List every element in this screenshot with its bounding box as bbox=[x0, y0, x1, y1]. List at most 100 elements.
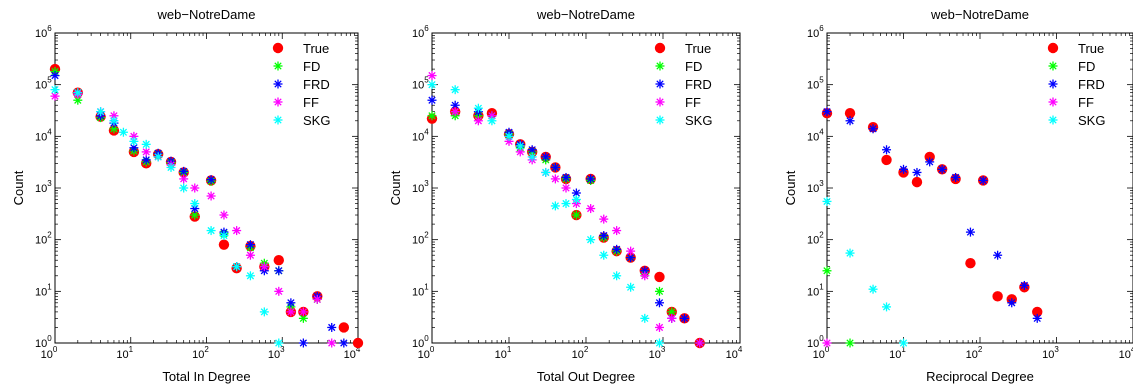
data-point-skg bbox=[899, 338, 908, 348]
legend: True FD FRD FF SKG bbox=[1047, 41, 1105, 128]
data-point-frd bbox=[679, 313, 689, 323]
data-point-ff bbox=[219, 210, 229, 220]
data-point-frd bbox=[1019, 280, 1029, 290]
data-point-ff bbox=[286, 307, 296, 317]
data-point-skg bbox=[427, 80, 437, 90]
data-point-ff bbox=[586, 204, 596, 214]
legend-label-skg: SKG bbox=[303, 113, 330, 128]
x-tick-label: 102 bbox=[966, 345, 983, 361]
legend-marker-skg bbox=[655, 115, 665, 125]
data-point-true bbox=[965, 258, 976, 269]
series-ff bbox=[427, 71, 705, 348]
data-point-frd bbox=[339, 338, 349, 348]
legend-marker-ff bbox=[655, 97, 665, 107]
y-tick-label: 106 bbox=[807, 24, 824, 40]
data-point-fd bbox=[822, 266, 832, 276]
y-tick-label: 102 bbox=[807, 231, 824, 247]
data-point-frd bbox=[612, 244, 622, 254]
data-point-skg bbox=[845, 248, 855, 258]
data-point-frd bbox=[599, 231, 609, 241]
data-point-skg bbox=[450, 85, 460, 95]
legend-marker-fd bbox=[273, 61, 283, 71]
series-ff bbox=[822, 338, 832, 348]
data-point-skg bbox=[73, 88, 83, 98]
data-point-skg bbox=[822, 196, 832, 206]
data-point-skg bbox=[527, 152, 537, 162]
chart-panel-2: 100 101 102 103 104 100 101 102 103 104 105 106 web−… bbox=[388, 7, 743, 384]
data-point-frd bbox=[286, 298, 296, 308]
markers-layer bbox=[821, 107, 1043, 348]
legend-label-frd: FRD bbox=[1078, 77, 1105, 92]
data-point-skg bbox=[612, 271, 622, 281]
data-point-skg bbox=[586, 235, 596, 245]
legend: True FD FRD FF SKG bbox=[654, 41, 712, 128]
data-point-frd bbox=[50, 71, 60, 81]
data-point-skg bbox=[504, 131, 514, 141]
data-point-frd bbox=[654, 298, 664, 308]
legend-marker-true bbox=[1047, 42, 1059, 54]
data-point-frd bbox=[925, 157, 935, 167]
data-point-true bbox=[273, 255, 284, 266]
data-point-skg bbox=[232, 262, 242, 272]
data-point-frd bbox=[626, 253, 636, 263]
x-tick-label: 102 bbox=[572, 345, 589, 361]
y-tick-label: 104 bbox=[807, 127, 824, 143]
x-tick-label: 104 bbox=[344, 345, 361, 361]
legend: True FD FRD FF SKG bbox=[272, 41, 330, 128]
y-tick-label: 101 bbox=[412, 282, 429, 298]
legend-label-frd: FRD bbox=[303, 77, 330, 92]
x-tick-label: 103 bbox=[268, 345, 285, 361]
data-point-skg bbox=[96, 107, 106, 117]
data-point-frd bbox=[937, 164, 947, 174]
series-fd bbox=[822, 266, 855, 348]
legend-label-true: True bbox=[1078, 41, 1104, 56]
data-point-ff bbox=[612, 226, 622, 236]
data-point-ff bbox=[327, 338, 337, 348]
data-point-true bbox=[352, 337, 364, 349]
series-skg bbox=[50, 85, 284, 348]
y-tick-label: 103 bbox=[35, 179, 52, 195]
data-point-frd bbox=[561, 172, 571, 182]
data-point-ff bbox=[141, 147, 151, 157]
data-point-frd bbox=[179, 166, 189, 176]
data-point-skg bbox=[206, 226, 216, 236]
data-point-skg bbox=[179, 183, 189, 193]
data-point-ff bbox=[190, 183, 200, 193]
data-point-skg bbox=[274, 338, 284, 348]
data-point-skg bbox=[640, 313, 650, 323]
data-point-skg bbox=[654, 338, 664, 348]
data-point-fd bbox=[571, 210, 581, 220]
data-point-ff bbox=[274, 286, 284, 296]
y-tick-label: 100 bbox=[807, 334, 824, 350]
legend-label-frd: FRD bbox=[685, 77, 712, 92]
data-point-true bbox=[654, 271, 665, 283]
data-point-skg bbox=[550, 201, 560, 211]
data-point-frd bbox=[541, 152, 551, 162]
data-point-skg bbox=[118, 127, 128, 137]
legend-marker-fd bbox=[655, 61, 665, 71]
data-point-ff bbox=[259, 262, 269, 272]
y-axis-label: Count bbox=[388, 170, 403, 205]
y-tick-label: 100 bbox=[412, 334, 429, 350]
series-skg bbox=[822, 196, 908, 348]
data-point-ff bbox=[427, 71, 437, 81]
data-point-true bbox=[218, 239, 230, 250]
legend-label-fd: FD bbox=[685, 59, 702, 74]
y-tick-label: 103 bbox=[807, 179, 824, 195]
series-frd bbox=[822, 107, 1042, 323]
data-point-skg bbox=[599, 250, 609, 260]
data-point-frd bbox=[1007, 298, 1017, 308]
data-point-true bbox=[1032, 306, 1043, 318]
series-true bbox=[426, 106, 705, 349]
data-point-frd bbox=[298, 338, 308, 348]
data-point-frd bbox=[899, 164, 908, 174]
data-point-ff bbox=[695, 338, 705, 348]
data-point-frd bbox=[327, 322, 337, 332]
y-tick-label: 106 bbox=[412, 24, 429, 40]
legend-label-fd: FD bbox=[303, 59, 320, 74]
x-tick-label: 100 bbox=[418, 345, 435, 361]
data-point-ff bbox=[640, 271, 650, 281]
data-point-skg bbox=[109, 116, 119, 126]
legend-marker-frd bbox=[273, 79, 283, 89]
